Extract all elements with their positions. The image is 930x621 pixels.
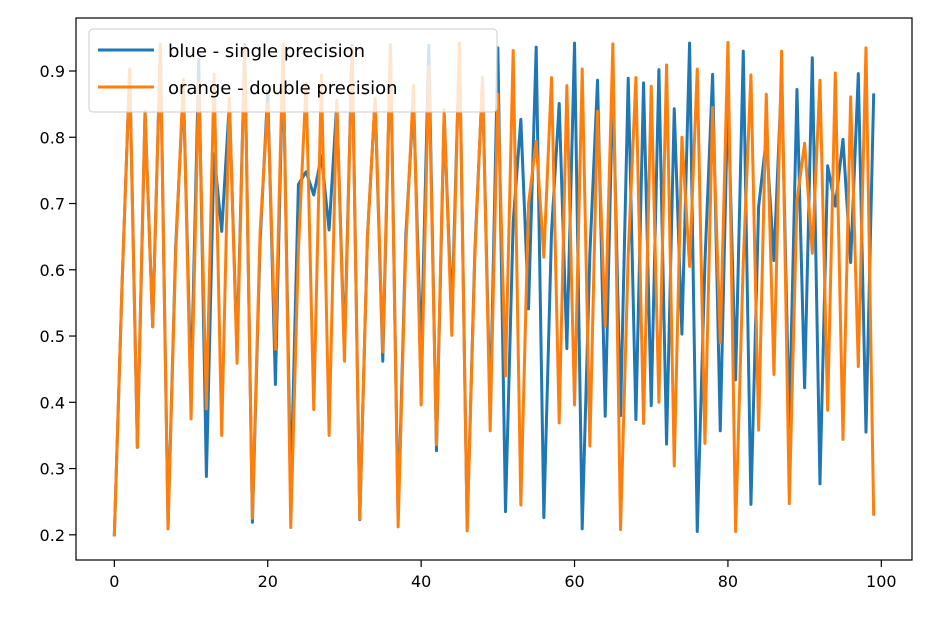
x-tick-label: 100 (866, 572, 897, 591)
y-tick-label: 0.3 (40, 460, 65, 479)
x-tick-label: 60 (564, 572, 584, 591)
x-tick-label: 80 (718, 572, 738, 591)
x-tick-label: 20 (258, 572, 278, 591)
y-axis: 0.2 0.3 0.4 0.5 0.6 0.7 0.8 0.9 (40, 62, 76, 545)
x-axis: 0 20 40 60 80 100 (109, 560, 897, 591)
y-tick-label: 0.7 (40, 195, 65, 214)
series-line-orange (112, 41, 876, 537)
y-tick-label: 0.5 (40, 327, 65, 346)
y-tick-label: 0.8 (40, 128, 65, 147)
series-layer (112, 41, 876, 537)
y-tick-label: 0.9 (40, 62, 65, 81)
y-tick-label: 0.2 (40, 526, 65, 545)
legend-box (88, 28, 498, 113)
x-tick-label: 40 (411, 572, 431, 591)
plot-frame (75, 17, 913, 561)
legend-label-double-precision: orange - double precision (168, 78, 398, 99)
y-tick-label: 0.6 (40, 261, 65, 280)
x-tick-label: 0 (109, 572, 119, 591)
y-tick-label: 0.4 (40, 393, 65, 412)
legend: blue - single precision orange - double … (88, 28, 498, 113)
legend-label-single-precision: blue - single precision (168, 41, 365, 62)
